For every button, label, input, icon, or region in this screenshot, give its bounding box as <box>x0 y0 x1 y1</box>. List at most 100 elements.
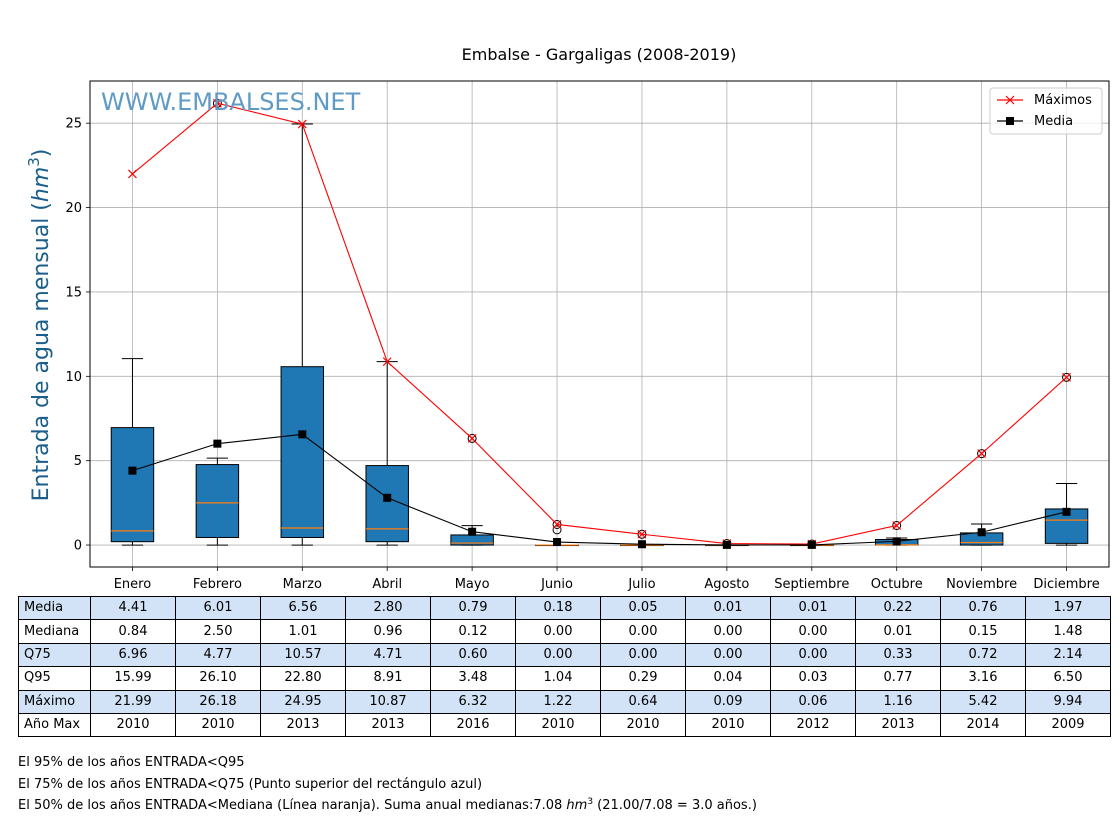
y-tick-label: 0 <box>74 539 82 554</box>
stats-cell: 1.48 <box>1025 619 1111 644</box>
stats-cell: 2013 <box>855 712 941 738</box>
stats-cell: 26.10 <box>175 666 261 691</box>
max-point <box>297 119 307 129</box>
stats-cell: 2013 <box>345 712 431 738</box>
stats-cell: 2014 <box>940 712 1026 738</box>
max-series-line <box>132 102 1067 545</box>
stats-cell: 10.57 <box>260 642 346 668</box>
stats-cell: 0.33 <box>855 642 941 668</box>
outlier-point <box>977 449 987 459</box>
stats-cell: 0.00 <box>600 642 686 668</box>
stats-cell: 2010 <box>685 712 771 738</box>
x-tick-label: Junio <box>540 577 573 592</box>
stats-cell: 2012 <box>770 712 856 738</box>
y-axis-label-text: Entrada de agua mensual ( <box>29 202 54 501</box>
stats-cell: 0.00 <box>685 619 771 644</box>
stats-cell: 0.72 <box>940 642 1026 668</box>
mean-point <box>722 540 731 549</box>
stats-cell: 2010 <box>90 712 176 738</box>
mean-point <box>553 538 562 547</box>
y-tick-label: 15 <box>65 285 82 300</box>
mean-point <box>128 466 137 475</box>
stats-cell: 3.48 <box>430 666 516 691</box>
y-tick-label: 10 <box>65 370 82 385</box>
box <box>195 464 240 538</box>
stats-cell: 2016 <box>430 712 516 738</box>
x-tick-label: Noviembre <box>946 577 1017 592</box>
max-point <box>977 449 987 459</box>
mean-point <box>977 528 986 537</box>
stats-cell: 0.29 <box>600 666 686 691</box>
stats-cell: 0.09 <box>685 689 771 714</box>
footnotes: El 95% de los años ENTRADA<Q95 El 75% de… <box>18 752 757 817</box>
stats-row: Mediana 0.84 2.50 1.01 0.96 0.12 0.00 0.00 0.00 0… <box>18 619 1111 644</box>
stats-table: Media 4.41 6.01 6.56 2.80 0.79 0.18 0.05 0.01 0.0… <box>18 595 1111 738</box>
legend-max-marker <box>1005 95 1015 105</box>
stats-cell: 0.00 <box>515 642 601 668</box>
y-tick-label: 20 <box>65 201 82 216</box>
stats-cell: 1.04 <box>515 666 601 691</box>
mean-point <box>383 493 392 502</box>
stats-cell: 4.71 <box>345 642 431 668</box>
mean-point <box>807 540 816 549</box>
footnote-median-text: El 50% de los años ENTRADA<Mediana (Líne… <box>18 798 567 813</box>
stats-cell: 6.50 <box>1025 666 1111 691</box>
stats-cell: 8.91 <box>345 666 431 691</box>
x-tick-label: Mayo <box>455 577 490 592</box>
axes: 0 5 10 15 20 25 Enero Febrero Marzo Abril Mayo Juni… <box>65 80 1110 592</box>
max-point <box>552 520 562 529</box>
stats-cell: 0.22 <box>855 595 941 621</box>
stats-cell: 2010 <box>600 712 686 738</box>
stats-cell: 0.18 <box>515 595 601 621</box>
stats-cell: 0.84 <box>90 619 176 644</box>
watermark: WWW.EMBALSES.NET <box>101 88 361 116</box>
stats-cell: 2.80 <box>345 595 431 621</box>
chart-title: Embalse - Gargaligas (2008-2019) <box>462 45 737 64</box>
boxplots <box>110 98 1089 549</box>
stats-cell: 0.00 <box>770 642 856 668</box>
legend: Máximos Media <box>989 87 1103 135</box>
footnote-median-unit: hm <box>566 798 588 813</box>
max-point <box>1062 372 1071 382</box>
max-point <box>467 433 477 443</box>
chart: Embalse - Gargaligas (2008-2019) 0 5 10 15 2… <box>25 45 1110 592</box>
mean-point <box>892 537 901 546</box>
stats-cell: 0.96 <box>345 619 431 644</box>
outlier-point <box>467 433 477 443</box>
stats-cell: 26.18 <box>175 689 261 714</box>
stats-row-label: Mediana <box>18 619 91 644</box>
stats-row: Máximo 21.99 26.18 24.95 10.87 6.32 1.22 0.64 0.… <box>18 689 1111 714</box>
x-tick-label: Diciembre <box>1033 577 1099 592</box>
stats-cell: 0.04 <box>685 666 771 691</box>
boxplot-diciembre <box>1044 372 1089 546</box>
stats-cell: 6.32 <box>430 689 516 714</box>
max-point <box>128 169 137 179</box>
stats-cell: 1.01 <box>260 619 346 644</box>
legend-mean-marker <box>1006 117 1014 125</box>
plot-frame <box>89 80 1110 568</box>
stats-cell: 0.79 <box>430 595 516 621</box>
y-tick-label: 5 <box>74 454 82 469</box>
stats-row: Año Max 2010 2010 2013 2013 2016 2010 2010 2010 2… <box>18 712 1111 738</box>
max-point <box>892 521 902 530</box>
legend-mean-label: Media <box>1034 114 1073 129</box>
stats-cell: 2.14 <box>1025 642 1111 668</box>
stats-cell: 9.94 <box>1025 689 1111 714</box>
stats-cell: 0.03 <box>770 666 856 691</box>
y-axis-label: Entrada de agua mensual (hm3) <box>25 149 54 502</box>
stats-cell: 0.15 <box>940 619 1026 644</box>
stats-cell: 0.05 <box>600 595 686 621</box>
boxplot-abril <box>365 361 409 546</box>
stats-cell: 0.12 <box>430 619 516 644</box>
legend-max-label: Máximos <box>1034 93 1092 108</box>
mean-point <box>637 540 646 549</box>
stats-cell: 0.64 <box>600 689 686 714</box>
stats-table-body: Media 4.41 6.01 6.56 2.80 0.79 0.18 0.05 0.01 0.0… <box>18 595 1111 738</box>
stats-cell: 0.01 <box>685 595 771 621</box>
stats-row-label: Máximo <box>18 689 91 714</box>
y-axis-label-exp: 3 <box>25 157 43 167</box>
mean-series-line <box>132 433 1067 546</box>
stats-cell: 4.41 <box>90 595 176 621</box>
x-tick-label: Octubre <box>871 577 923 592</box>
max-point <box>637 529 647 539</box>
